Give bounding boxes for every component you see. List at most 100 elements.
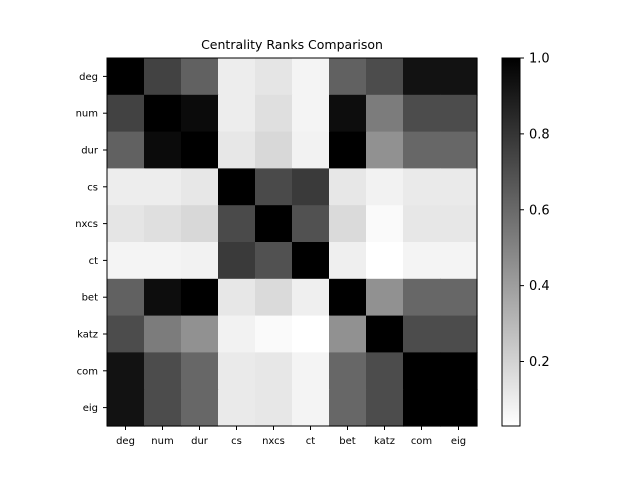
x-tick-label-katz: katz bbox=[374, 436, 395, 447]
heatmap-cell-deg-nxcs bbox=[255, 58, 293, 96]
heatmap-cell-dur-bet bbox=[329, 131, 367, 169]
heatmap-cell-cs-katz bbox=[366, 168, 404, 206]
heatmap-cell-num-bet bbox=[329, 94, 367, 133]
heatmap-cell-com-deg bbox=[107, 352, 145, 390]
colorbar-tick-label: 0.4 bbox=[529, 279, 550, 294]
y-tick-label-deg: deg bbox=[79, 72, 98, 83]
heatmap-cell-katz-cs bbox=[218, 315, 256, 353]
heatmap-cell-com-ct bbox=[292, 352, 330, 390]
x-tick-label-cs: cs bbox=[231, 436, 242, 447]
heatmap-cell-katz-com bbox=[403, 315, 441, 353]
heatmap-cell-katz-num bbox=[144, 315, 182, 353]
y-tick-label-com: com bbox=[77, 366, 98, 377]
y-tick-label-ct: ct bbox=[89, 256, 98, 267]
heatmap-cell-com-bet bbox=[329, 352, 367, 390]
colorbar-tick-label: 0.6 bbox=[529, 203, 550, 218]
heatmap-cell-deg-katz bbox=[366, 58, 404, 96]
heatmap-cell-deg-num bbox=[144, 58, 182, 96]
colorbar-tick-label: 0.2 bbox=[529, 355, 550, 370]
heatmap-cell-katz-ct bbox=[292, 315, 330, 353]
heatmap-cell-ct-eig bbox=[440, 242, 478, 280]
x-tick-label-nxcs: nxcs bbox=[262, 436, 285, 447]
heatmap-cell-bet-bet bbox=[329, 278, 367, 317]
heatmap-cell-cs-dur bbox=[181, 168, 219, 206]
y-tick-label-nxcs: nxcs bbox=[75, 219, 98, 230]
heatmap-cell-dur-nxcs bbox=[255, 131, 293, 169]
heatmap-cell-eig-cs bbox=[218, 389, 256, 427]
heatmap-cell-num-deg bbox=[107, 94, 145, 133]
heatmap-cell-ct-bet bbox=[329, 242, 367, 280]
heatmap-cell-cs-ct bbox=[292, 168, 330, 206]
heatmap-cell-dur-cs bbox=[218, 131, 256, 169]
y-tick-label-cs: cs bbox=[87, 182, 98, 193]
heatmap-cell-dur-dur bbox=[181, 131, 219, 169]
heatmap-cell-ct-ct bbox=[292, 242, 330, 280]
y-tick-label-num: num bbox=[76, 109, 98, 120]
heatmap-cell-cs-nxcs bbox=[255, 168, 293, 206]
heatmap-cell-deg-cs bbox=[218, 58, 256, 96]
heatmap-cell-dur-eig bbox=[440, 131, 478, 169]
heatmap-cell-dur-katz bbox=[366, 131, 404, 169]
heatmap-cell-com-nxcs bbox=[255, 352, 293, 390]
heatmap-cell-bet-eig bbox=[440, 278, 478, 317]
x-axis-ticks: deg num dur cs nxcs ct bet katz com eig bbox=[116, 426, 466, 447]
heatmap-cell-bet-num bbox=[144, 278, 182, 317]
heatmap-cell-dur-num bbox=[144, 131, 182, 169]
heatmap-cell-katz-katz bbox=[366, 315, 404, 353]
heatmap-cell-katz-dur bbox=[181, 315, 219, 353]
heatmap-cell-ct-com bbox=[403, 242, 441, 280]
heatmap-cell-ct-nxcs bbox=[255, 242, 293, 280]
heatmap-cell-deg-ct bbox=[292, 58, 330, 96]
heatmap-cell-num-nxcs bbox=[255, 94, 293, 133]
heatmap-cell-num-eig bbox=[440, 94, 478, 133]
heatmap-cell-dur-deg bbox=[107, 131, 145, 169]
heatmap-cell-nxcs-nxcs bbox=[255, 205, 293, 243]
x-tick-label-com: com bbox=[411, 436, 432, 447]
heatmap-cell-ct-num bbox=[144, 242, 182, 280]
heatmap-cells bbox=[107, 58, 478, 427]
y-tick-label-katz: katz bbox=[77, 330, 98, 341]
colorbar-tick-label: 1.0 bbox=[529, 52, 550, 67]
heatmap-cell-eig-num bbox=[144, 389, 182, 427]
heatmap-cell-com-eig bbox=[440, 352, 478, 390]
y-tick-label-bet: bet bbox=[82, 293, 99, 304]
heatmap-cell-bet-cs bbox=[218, 278, 256, 317]
heatmap-cell-com-num bbox=[144, 352, 182, 390]
heatmap-cell-dur-com bbox=[403, 131, 441, 169]
heatmap-cell-eig-bet bbox=[329, 389, 367, 427]
heatmap-cell-deg-deg bbox=[107, 58, 145, 96]
heatmap-cell-nxcs-katz bbox=[366, 205, 404, 243]
heatmap-cell-eig-katz bbox=[366, 389, 404, 427]
heatmap-cell-deg-dur bbox=[181, 58, 219, 96]
heatmap-cell-com-com bbox=[403, 352, 441, 390]
heatmap-cell-bet-deg bbox=[107, 278, 145, 317]
colorbar-tick-label: 0.8 bbox=[529, 127, 550, 142]
heatmap-cell-ct-dur bbox=[181, 242, 219, 280]
heatmap-cell-katz-bet bbox=[329, 315, 367, 353]
heatmap-cell-bet-nxcs bbox=[255, 278, 293, 317]
chart-title: Centrality Ranks Comparison bbox=[201, 37, 383, 52]
heatmap-cell-eig-com bbox=[403, 389, 441, 427]
colorbar bbox=[501, 57, 521, 427]
heatmap-cell-nxcs-bet bbox=[329, 205, 367, 243]
heatmap-cell-cs-com bbox=[403, 168, 441, 206]
y-axis-ticks: deg num dur cs nxcs ct bet katz com eig bbox=[75, 72, 107, 414]
heatmap-cell-num-dur bbox=[181, 94, 219, 133]
heatmap-cell-ct-cs bbox=[218, 242, 256, 280]
plot-frame bbox=[106, 57, 478, 427]
heatmap-cell-ct-katz bbox=[366, 242, 404, 280]
heatmap-cell-ct-deg bbox=[107, 242, 145, 280]
heatmap-cell-bet-com bbox=[403, 278, 441, 317]
y-tick-label-eig: eig bbox=[83, 403, 98, 414]
heatmap-cell-bet-ct bbox=[292, 278, 330, 317]
heatmap-cell-nxcs-com bbox=[403, 205, 441, 243]
heatmap-cell-cs-num bbox=[144, 168, 182, 206]
heatmap-cell-com-dur bbox=[181, 352, 219, 390]
x-tick-label-dur: dur bbox=[191, 436, 209, 447]
heatmap-cell-cs-eig bbox=[440, 168, 478, 206]
x-tick-label-ct: ct bbox=[306, 436, 315, 447]
y-tick-label-dur: dur bbox=[81, 146, 99, 157]
colorbar-ticks: 0.2 0.4 0.6 0.8 1.0 bbox=[520, 52, 550, 370]
heatmap-cell-eig-deg bbox=[107, 389, 145, 427]
heatmap-cell-num-ct bbox=[292, 94, 330, 133]
